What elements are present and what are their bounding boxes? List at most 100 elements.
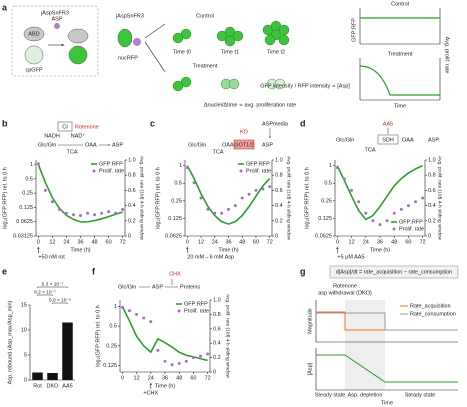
- series-point: [213, 211, 217, 215]
- series-line: [37, 164, 123, 223]
- x-axis-label: Time (h): [70, 247, 90, 253]
- series-line: [186, 165, 271, 225]
- gfp-shape: [68, 45, 88, 65]
- label: GFP intensity / RFP intensity ∝ [Asp]: [260, 83, 350, 89]
- y2-tick-label: 0.8: [213, 312, 221, 318]
- label: Treatment: [193, 63, 218, 69]
- label: Treatment: [388, 51, 413, 57]
- series-point: [43, 188, 47, 192]
- pathway-c: ASPmedia KO Glc/Gln TCA OAA GOT1/2 ASP: [188, 121, 289, 155]
- legend-label: Rate_acquisition: [410, 303, 451, 309]
- gfp-shape: [24, 45, 44, 65]
- y-axis-label: log₂(GFP:RFP) rel. to 0 h: [304, 167, 310, 228]
- series-point: [421, 196, 425, 200]
- y-tick-label: 0: [24, 377, 27, 383]
- box: [57, 121, 73, 132]
- x-tick-label: 0: [121, 375, 124, 381]
- series-point: [364, 211, 368, 215]
- y-tick-label: 0.125: [168, 216, 182, 222]
- series-point: [142, 316, 146, 320]
- box: [329, 265, 459, 279]
- x-tick-label: 72: [120, 239, 126, 245]
- x-tick-label: 48: [176, 375, 182, 381]
- label: Steady state: [315, 392, 346, 398]
- series-point: [406, 204, 410, 208]
- y-tick-label: 0.125: [19, 205, 33, 211]
- y2-tick-label: 0: [428, 233, 431, 239]
- y2-axis-label: Avg. prolif. rate (1/d) 4-h sliding wind…: [286, 156, 292, 240]
- y-axis-label: log₂(GFP:RFP) rel. to 0 h: [2, 167, 8, 228]
- y2-axis-label: Avg. prolif. rate (1/d) 4-h sliding wind…: [139, 156, 145, 240]
- y2-axis-label: Avg. prolif. rate (1/d) 4-h sliding wind…: [225, 294, 231, 378]
- y-tick-label: 0.03125: [13, 233, 33, 239]
- annotation: +CHX: [143, 390, 158, 396]
- y2-tick-label: 0.4: [275, 203, 283, 209]
- y2-tick-label: 0.2: [428, 218, 436, 224]
- label: AA5: [383, 121, 393, 127]
- label: Rotenone: [333, 283, 357, 289]
- label: ASP: [262, 142, 273, 148]
- label: Glc/Gln: [188, 142, 206, 148]
- legend-label: Prolif. rate: [99, 168, 124, 174]
- bar: [32, 372, 43, 380]
- series-point: [100, 211, 104, 215]
- y2-tick-label: 0.6: [275, 188, 283, 194]
- y2-tick-label: 0.6: [128, 188, 136, 194]
- x-tick-label: 24: [148, 375, 154, 381]
- y2-tick-label: 0: [128, 233, 131, 239]
- y-tick-label: 15: [21, 302, 27, 308]
- series-point: [163, 359, 167, 363]
- label: TCA: [213, 149, 224, 155]
- y-tick-label: 0.0625: [315, 233, 332, 239]
- pathway-d: AA5 Glc/Gln SDH TCA OAA ASP: [336, 121, 439, 153]
- series-point: [86, 211, 90, 215]
- series-point: [79, 213, 82, 217]
- x-tick-label: 12: [349, 239, 355, 245]
- label: jAspSnFR3: [115, 13, 144, 19]
- panel-label: a: [2, 2, 8, 12]
- legend-label: Prolif. rate: [184, 308, 209, 314]
- label: jAspSnFR3: [40, 10, 69, 16]
- panel-label: g: [300, 266, 306, 276]
- x-tick-label: 12: [198, 239, 204, 245]
- bracket: [52, 302, 68, 304]
- panel-label: d: [300, 118, 306, 128]
- series-point: [371, 219, 375, 223]
- series-point: [414, 200, 418, 204]
- x-tick-label: 0: [37, 239, 40, 245]
- series-point: [191, 356, 195, 360]
- y2-tick-label: 0.4: [213, 341, 221, 347]
- series-point: [378, 223, 382, 227]
- series-point: [233, 204, 237, 208]
- series-point: [385, 219, 389, 223]
- label: ASP: [51, 16, 62, 22]
- series-point: [199, 354, 203, 358]
- y2-tick-label: 1.0: [213, 297, 221, 303]
- series-point: [36, 162, 40, 166]
- y-tick-label: 0.25: [106, 343, 117, 349]
- y-tick-label: 1: [329, 163, 332, 169]
- x-tick-label: 48: [391, 239, 397, 245]
- legend-label: GFP:RFP: [246, 161, 270, 167]
- p-value: 8.2 × 10⁻⁷: [34, 289, 56, 295]
- y-tick-label: 0.25: [321, 198, 332, 204]
- label: NAD⁺: [71, 132, 86, 139]
- series-point: [254, 188, 258, 192]
- y-tick-label: 0.125: [103, 363, 117, 369]
- legend-swatch: [239, 169, 243, 173]
- x-tick-label: 72: [420, 239, 426, 245]
- legend-label: GFP:RFP: [184, 301, 208, 307]
- legend-swatch: [92, 169, 96, 173]
- x-tick-label: 24: [63, 239, 69, 245]
- label: GFP:RFP: [351, 18, 357, 42]
- bar: [47, 373, 58, 380]
- series-point: [220, 211, 224, 215]
- series-point: [156, 348, 160, 352]
- label: ASP: [428, 137, 439, 143]
- shade: [345, 300, 385, 390]
- label: Avg. prolif. rate: [444, 37, 450, 74]
- y-tick-label: 1: [114, 304, 117, 310]
- series-point: [121, 207, 125, 211]
- series-point: [247, 192, 251, 196]
